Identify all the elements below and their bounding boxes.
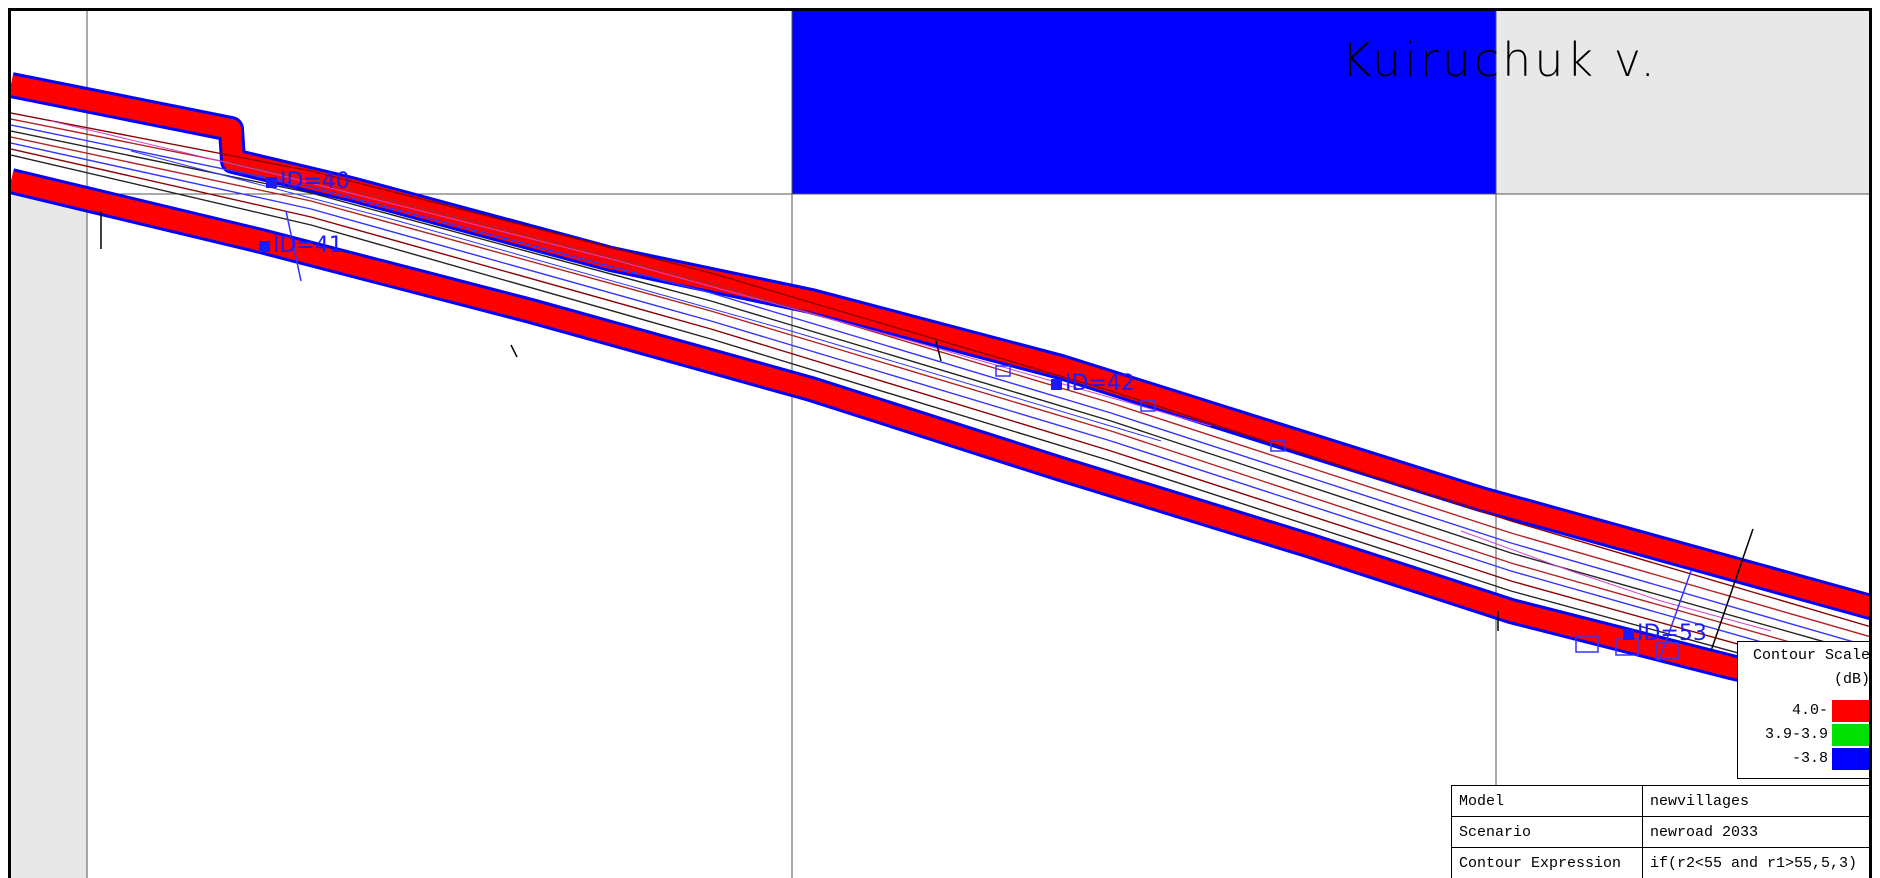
table-row: Model newvillages xyxy=(1452,786,1873,817)
road-corridor-lines xyxy=(11,113,1872,693)
receiver-id-text: ID=53 xyxy=(1637,621,1707,646)
info-value: if(r2<55 and r1>55,5,3) xyxy=(1643,848,1873,878)
tile-grey-left xyxy=(11,194,87,878)
receiver-label-41: ID=41 xyxy=(259,233,343,258)
map-frame: Kuiruchuk v. ID=40 ID=41 ID=42 ID=53 Con… xyxy=(8,8,1872,878)
contour-band-lower xyxy=(11,181,1872,701)
legend-range-label: 4.0- xyxy=(1792,702,1828,719)
contour-scale-legend: Contour Scale (dB) 4.0- 3.9-3.9 -3.8 xyxy=(1737,641,1872,779)
receiver-marker xyxy=(266,177,277,188)
map-title: Kuiruchuk v. xyxy=(1341,33,1658,87)
legend-row: 4.0- xyxy=(1738,700,1870,722)
receiver-id-text: ID=40 xyxy=(280,169,350,194)
receiver-id-text: ID=42 xyxy=(1065,371,1135,396)
info-key: Scenario xyxy=(1452,817,1643,848)
info-value: newroad 2033 xyxy=(1643,817,1873,848)
receiver-label-53: ID=53 xyxy=(1623,621,1707,646)
legend-range-label: 3.9-3.9 xyxy=(1765,726,1828,743)
table-row: Scenario newroad 2033 xyxy=(1452,817,1873,848)
table-row: Contour Expression if(r2<55 and r1>55,5,… xyxy=(1452,848,1873,878)
receiver-marker xyxy=(1623,629,1634,640)
legend-swatch-red xyxy=(1832,700,1870,722)
model-info-table: Model newvillages Scenario newroad 2033 … xyxy=(1451,785,1872,878)
receiver-id-text: ID=41 xyxy=(273,233,343,258)
info-key: Contour Expression xyxy=(1452,848,1643,878)
info-value: newvillages xyxy=(1643,786,1873,817)
legend-row: -3.8 xyxy=(1738,748,1870,770)
info-key: Model xyxy=(1452,786,1643,817)
receiver-label-42: ID=42 xyxy=(1051,371,1135,396)
receiver-label-40: ID=40 xyxy=(266,169,350,194)
legend-unit: (dB) xyxy=(1834,668,1870,692)
receiver-marker xyxy=(1051,379,1062,390)
legend-swatch-green xyxy=(1832,724,1870,746)
noise-contour-map xyxy=(11,11,1872,878)
legend-title: Contour Scale xyxy=(1753,644,1870,668)
legend-range-label: -3.8 xyxy=(1792,750,1828,767)
legend-swatch-blue xyxy=(1832,748,1870,770)
legend-row: 3.9-3.9 xyxy=(1738,724,1870,746)
receiver-marker xyxy=(259,241,270,252)
